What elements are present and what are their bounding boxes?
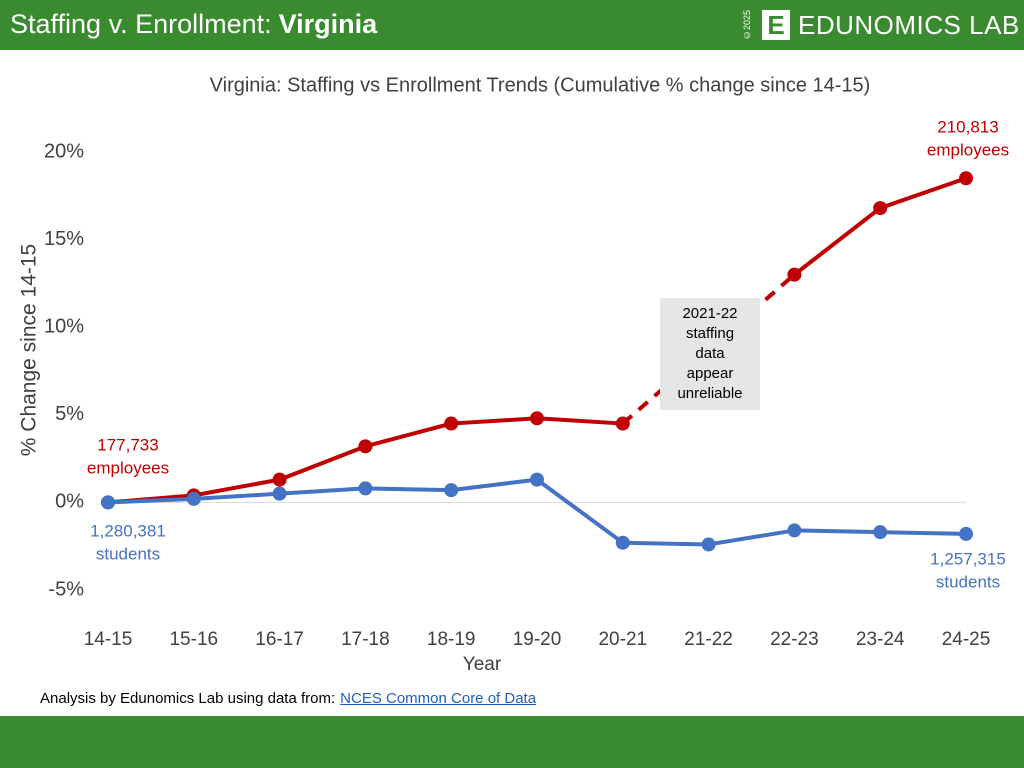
point <box>358 439 373 454</box>
x-tick-label: 17-18 <box>341 629 390 650</box>
y-tick-label: -5% <box>48 578 84 600</box>
title-text: Staffing v. Enrollment: <box>10 9 272 39</box>
annotation: employees <box>927 140 1009 159</box>
annotation: 177,733 <box>97 435 158 454</box>
point <box>358 481 373 496</box>
point <box>615 535 630 550</box>
title-state: Virginia <box>278 9 378 39</box>
x-tick-label: 16-17 <box>255 629 304 650</box>
point <box>101 495 115 510</box>
point <box>959 526 973 541</box>
x-tick-label: 23-24 <box>856 629 905 650</box>
annotation: students <box>96 544 160 563</box>
annotation: staffing <box>686 325 734 342</box>
annotation: 1,257,315 <box>930 549 1006 568</box>
annotation: appear <box>687 365 734 382</box>
point <box>444 483 459 498</box>
y-tick-label: 20% <box>44 140 84 162</box>
x-tick-label: 20-21 <box>598 629 647 650</box>
point <box>873 525 888 540</box>
x-tick-label: 22-23 <box>770 629 819 650</box>
point <box>787 523 802 538</box>
annotation: 2021-22 <box>682 305 737 322</box>
chart: Virginia: Staffing vs Enrollment Trends … <box>18 74 1010 675</box>
point <box>272 472 287 487</box>
point <box>186 491 201 506</box>
point <box>272 486 287 501</box>
annotation: data <box>695 345 725 362</box>
x-tick-label: 15-16 <box>169 629 218 650</box>
header-title: Staffing v. Enrollment: Virginia <box>10 9 377 40</box>
point <box>444 416 459 431</box>
header: Staffing v. Enrollment: Virginia ©2025 E … <box>0 0 1024 50</box>
bottom-bar <box>0 716 1024 768</box>
annotation-box <box>660 298 760 410</box>
point <box>787 267 802 282</box>
copyright: ©2025 <box>742 10 752 41</box>
y-tick-label: 15% <box>44 228 84 250</box>
brand: EDUNOMICS LAB <box>798 10 1020 40</box>
point <box>959 171 973 186</box>
annotation: students <box>936 572 1000 591</box>
x-axis-label: Year <box>463 654 502 675</box>
series-line <box>107 176 967 505</box>
source-link[interactable]: NCES Common Core of Data <box>340 690 537 707</box>
annotation: employees <box>87 458 169 477</box>
y-axis-label: % Change since 14-15 <box>18 244 41 456</box>
x-tick-label: 14-15 <box>84 629 133 650</box>
point <box>530 472 544 487</box>
annotation: unreliable <box>677 385 742 402</box>
annotation: 1,280,381 <box>90 521 166 540</box>
annotation: 210,813 <box>937 117 998 136</box>
logo: E <box>762 10 790 40</box>
y-tick-label: 5% <box>55 403 84 425</box>
point <box>615 416 630 431</box>
x-tick-label: 21-22 <box>684 629 733 650</box>
x-tick-label: 18-19 <box>427 629 476 650</box>
point <box>530 411 544 426</box>
x-tick-label: 19-20 <box>513 629 562 650</box>
x-tick-label: 24-25 <box>942 629 991 650</box>
point <box>701 537 716 552</box>
footer-text: Analysis by Edunomics Lab using data fro… <box>40 690 336 707</box>
y-tick-label: 0% <box>55 491 84 513</box>
footer: Analysis by Edunomics Lab using data fro… <box>40 690 536 707</box>
y-tick-label: 10% <box>44 315 84 337</box>
point <box>873 201 888 216</box>
chart-title: Virginia: Staffing vs Enrollment Trends … <box>210 74 871 96</box>
